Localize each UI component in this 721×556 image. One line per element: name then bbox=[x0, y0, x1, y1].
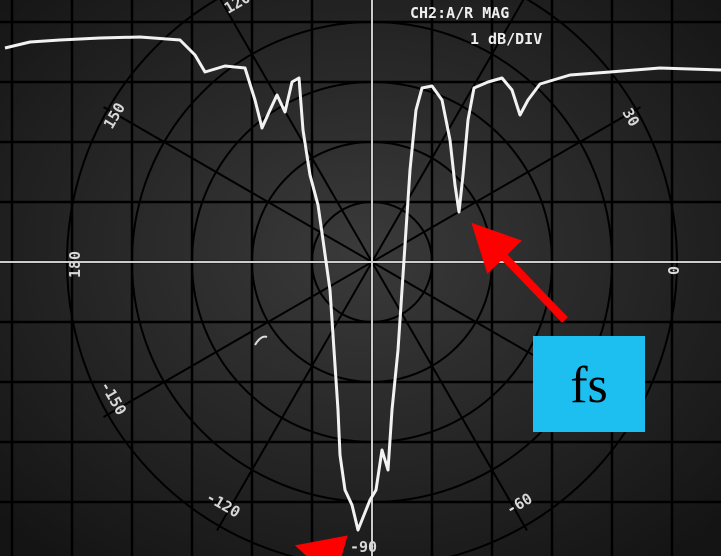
trace bbox=[4, 35, 721, 532]
arrow bbox=[471, 222, 568, 323]
scale-label: 1 dB/DIV bbox=[470, 30, 542, 48]
angle-label: 180 bbox=[66, 251, 84, 278]
channel-label: CH2:A/R MAG bbox=[410, 4, 509, 22]
arrow bbox=[294, 535, 348, 556]
annotation-box bbox=[533, 336, 645, 432]
angle-label: -90 bbox=[350, 538, 377, 556]
trace-artifact bbox=[254, 335, 268, 346]
annotation-label: fs bbox=[570, 357, 608, 414]
angle-label: 0 bbox=[664, 266, 682, 275]
